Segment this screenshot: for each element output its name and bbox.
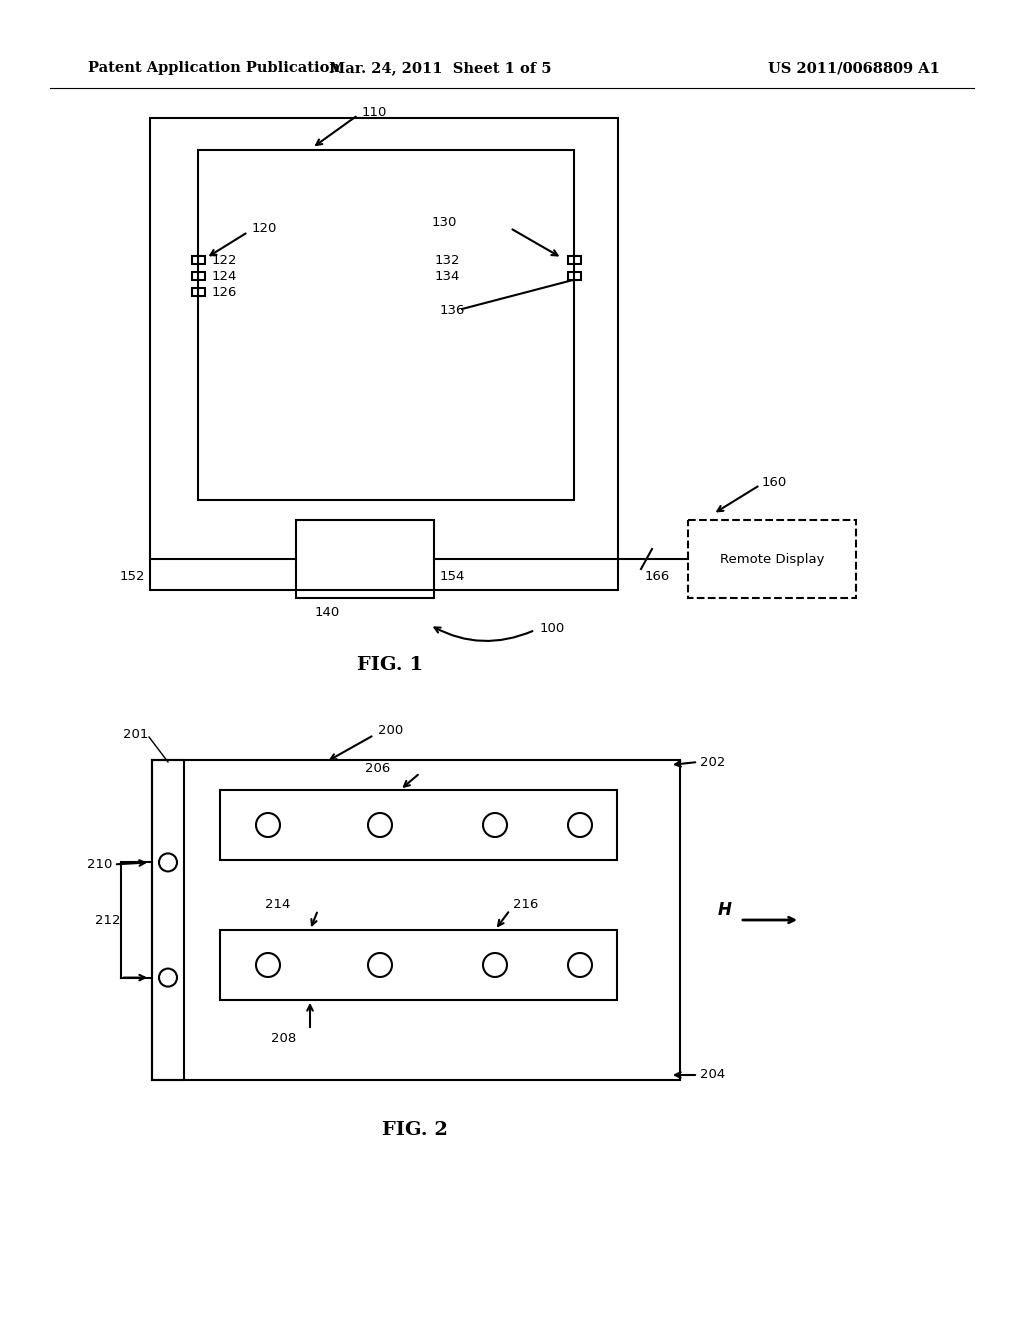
Text: 154: 154 [440,570,465,583]
Text: 206: 206 [365,762,390,775]
Text: 100: 100 [540,622,565,635]
Text: FIG. 1: FIG. 1 [357,656,423,675]
Bar [567,272,581,280]
Text: 200: 200 [378,725,403,738]
Bar [198,150,574,500]
Text: 140: 140 [315,606,340,619]
Bar [220,789,617,861]
Bar [191,272,205,280]
Bar [191,256,205,264]
Text: 214: 214 [264,898,290,911]
Text: US 2011/0068809 A1: US 2011/0068809 A1 [768,61,940,75]
Text: FIG. 2: FIG. 2 [382,1121,447,1139]
Text: 136: 136 [440,304,465,317]
Text: 204: 204 [700,1068,725,1081]
Text: 126: 126 [212,285,238,298]
Bar [152,760,184,1080]
Text: 124: 124 [212,269,238,282]
Text: 110: 110 [362,106,387,119]
Text: 210: 210 [87,858,112,871]
Text: 120: 120 [252,222,278,235]
Text: Patent Application Publication: Patent Application Publication [88,61,340,75]
Text: 130: 130 [432,215,458,228]
Text: 202: 202 [700,755,725,768]
Text: 134: 134 [435,269,461,282]
Text: 216: 216 [513,899,539,912]
Text: 212: 212 [94,913,120,927]
Bar [152,760,680,1080]
Bar [220,931,617,1001]
Bar [296,520,434,598]
Text: 166: 166 [645,570,671,583]
Bar [688,520,856,598]
Bar [567,256,581,264]
Text: 122: 122 [212,253,238,267]
Bar [191,288,205,296]
Text: 201: 201 [123,729,148,742]
Text: Mar. 24, 2011  Sheet 1 of 5: Mar. 24, 2011 Sheet 1 of 5 [329,61,551,75]
Text: 160: 160 [762,475,787,488]
Text: 132: 132 [435,253,461,267]
Text: H: H [718,902,732,919]
Text: 152: 152 [120,570,145,583]
Text: 208: 208 [270,1031,296,1044]
Text: Remote Display: Remote Display [720,553,824,565]
Bar [150,117,618,590]
